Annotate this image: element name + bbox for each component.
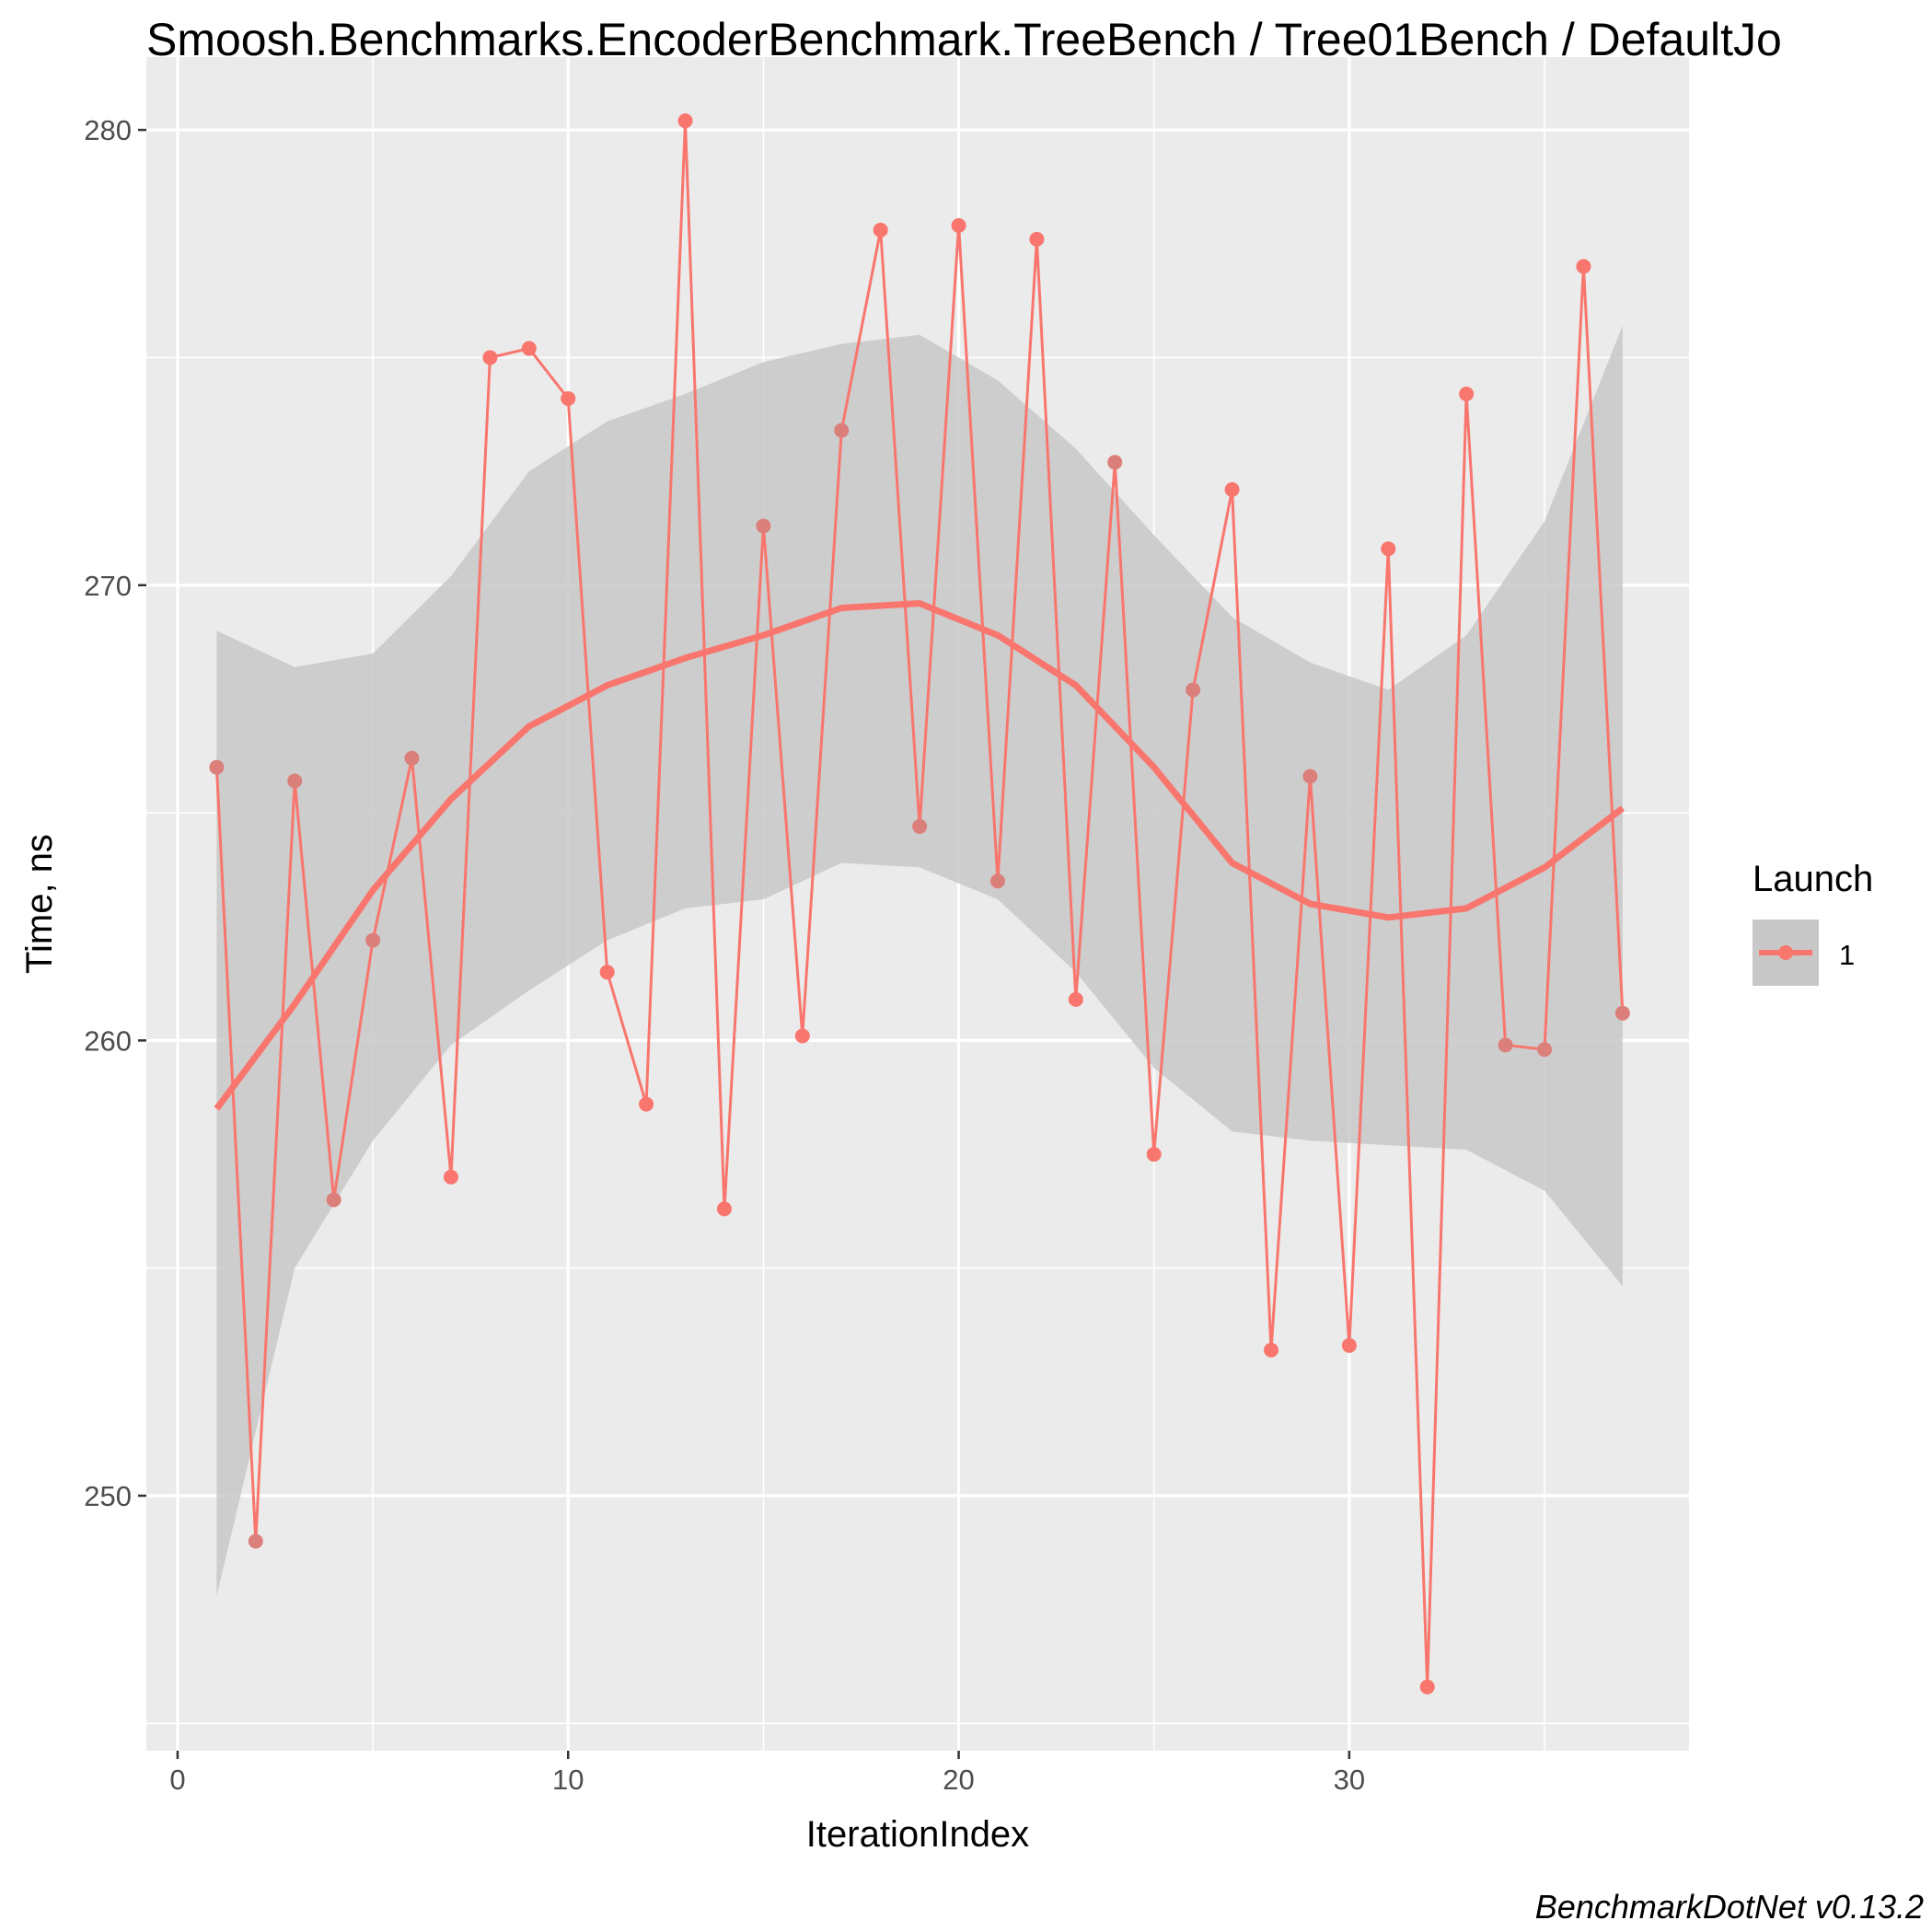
data-point (482, 350, 498, 365)
data-point (1224, 481, 1240, 497)
data-point (287, 773, 303, 789)
data-point (1029, 231, 1045, 247)
data-point (834, 422, 850, 438)
data-point (1576, 259, 1591, 274)
data-point (561, 390, 576, 406)
data-point (1146, 1147, 1162, 1163)
data-point (677, 113, 693, 129)
y-tick-label: 280 (84, 114, 132, 146)
data-point (912, 818, 928, 834)
data-point (716, 1201, 732, 1217)
legend-key (1753, 920, 1819, 986)
data-point (639, 1096, 654, 1112)
confidence-band (216, 325, 1623, 1596)
data-point (209, 759, 225, 775)
data-point (794, 1028, 810, 1044)
data-point (365, 932, 381, 948)
confidence-ribbon (216, 325, 1623, 1596)
data-point (1302, 769, 1318, 784)
axes: 250 260 270 280 0 10 20 30 (84, 114, 1365, 1796)
data-point (599, 965, 615, 980)
data-point (1068, 991, 1083, 1007)
x-tick-label: 10 (552, 1764, 584, 1796)
data-point (1186, 682, 1201, 698)
legend-title: Launch (1753, 859, 1873, 899)
data-point (1419, 1679, 1435, 1695)
data-point (989, 873, 1005, 889)
data-point (1381, 541, 1396, 557)
smooth-trend-line (214, 600, 1625, 1111)
y-tick-label: 260 (84, 1024, 132, 1057)
data-point (1263, 1342, 1278, 1358)
legend-key-point (1778, 945, 1793, 960)
caption: BenchmarkDotNet v0.13.2 (1535, 1888, 1924, 1926)
y-axis-title: Time, ns (19, 834, 60, 974)
data-point (1459, 387, 1475, 402)
data-point (1498, 1037, 1513, 1053)
data-point (951, 218, 966, 234)
x-tick-label: 20 (943, 1764, 974, 1796)
x-axis-title: IterationIndex (806, 1814, 1029, 1855)
data-point (1107, 455, 1123, 470)
smooth-trend-layer (214, 600, 1625, 1111)
data-point (1614, 1005, 1630, 1021)
data-point (873, 222, 888, 237)
data-point (326, 1192, 341, 1208)
x-tick-label: 0 (169, 1764, 185, 1796)
data-point (756, 518, 771, 534)
chart-title: Smoosh.Benchmarks.EncoderBenchmark.TreeB… (146, 14, 1782, 65)
series-layer (209, 113, 1630, 1695)
y-tick-label: 270 (84, 570, 132, 602)
y-tick-label: 250 (84, 1480, 132, 1512)
data-point (1537, 1042, 1553, 1058)
data-point (248, 1533, 263, 1549)
data-point (1341, 1337, 1357, 1353)
legend: Launch 1 (1753, 859, 1873, 986)
x-tick-label: 30 (1334, 1764, 1365, 1796)
data-point (404, 750, 420, 766)
data-point (443, 1169, 458, 1185)
data-point (521, 341, 537, 356)
legend-label: 1 (1839, 939, 1855, 971)
